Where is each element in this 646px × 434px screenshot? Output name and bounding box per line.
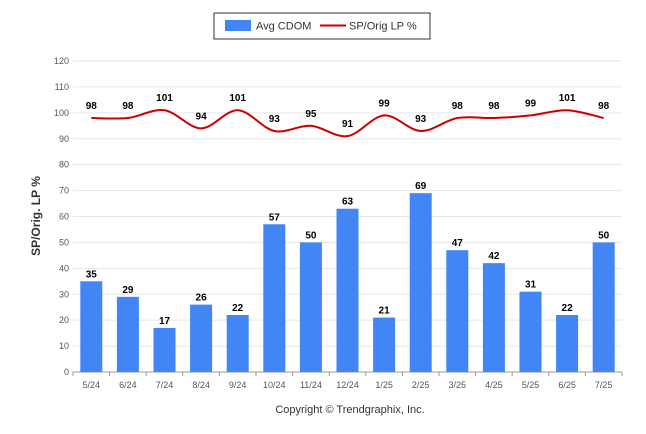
line-value-label: 98 <box>86 101 98 112</box>
line-value-label: 98 <box>122 101 134 112</box>
line-value-label: 101 <box>156 93 173 104</box>
bar <box>226 314 249 372</box>
bar <box>519 291 542 372</box>
line-value-label: 91 <box>342 119 354 130</box>
line-series <box>91 109 604 138</box>
line-value-label: 98 <box>488 101 500 112</box>
line-value-label: 101 <box>559 93 576 104</box>
bar-value-label: 26 <box>196 293 208 304</box>
line-value-label: 94 <box>196 111 208 122</box>
x-tick-label: 12/24 <box>336 380 359 390</box>
bar-value-label: 17 <box>159 316 171 327</box>
bar <box>190 304 213 372</box>
bar <box>153 327 176 372</box>
bar-value-label: 69 <box>415 181 427 192</box>
bar-value-label: 22 <box>562 303 574 314</box>
bar-value-label: 63 <box>342 197 354 208</box>
x-tick-label: 2/25 <box>412 380 430 390</box>
copyright-text: Copyright © Trendgraphix, Inc. <box>275 404 424 416</box>
legend: Avg CDOM SP/Orig LP % <box>213 12 431 40</box>
bar-value-label: 22 <box>232 303 244 314</box>
bar <box>592 242 615 372</box>
bar-series <box>80 193 615 372</box>
bar <box>336 208 359 372</box>
bar <box>556 314 579 372</box>
line-value-label: 98 <box>452 101 464 112</box>
y-tick-label: 80 <box>59 160 69 170</box>
y-tick-label: 100 <box>54 108 69 118</box>
x-tick-label: 10/24 <box>263 380 286 390</box>
bar <box>116 296 139 372</box>
legend-label-bar: Avg CDOM <box>256 21 311 33</box>
line-value-label: 98 <box>598 101 610 112</box>
line-value-label: 99 <box>379 98 391 109</box>
bar <box>409 193 432 372</box>
line-value-label: 93 <box>415 114 427 125</box>
x-tick-label: 7/25 <box>595 380 613 390</box>
legend-swatch-bar <box>225 20 251 31</box>
bar-value-label: 31 <box>525 280 537 291</box>
y-tick-label: 50 <box>59 237 69 247</box>
x-tick-label: 9/24 <box>229 380 247 390</box>
y-tick-label: 20 <box>59 315 69 325</box>
x-tick-label: 6/24 <box>119 380 137 390</box>
bar-value-label: 50 <box>305 230 317 241</box>
x-tick-label: 5/25 <box>522 380 540 390</box>
legend-label-line: SP/Orig LP % <box>349 21 417 33</box>
x-tick-label: 3/25 <box>449 380 467 390</box>
bar-value-label: 21 <box>379 306 391 317</box>
y-tick-label: 120 <box>54 56 69 66</box>
y-tick-label: 110 <box>55 82 69 92</box>
line-value-label: 99 <box>525 98 537 109</box>
bar <box>80 281 103 372</box>
bar <box>482 263 505 372</box>
y-axis-label: SP/Orig. LP % <box>29 176 43 256</box>
x-tick-label: 4/25 <box>485 380 503 390</box>
y-tick-label: 90 <box>59 134 69 144</box>
x-tick-label: 11/24 <box>300 380 322 390</box>
bar-value-label: 42 <box>488 251 500 262</box>
bar-value-label: 35 <box>86 269 98 280</box>
line-value-label: 95 <box>305 109 317 120</box>
x-tick-label: 5/24 <box>83 380 101 390</box>
bar-value-label: 50 <box>598 230 610 241</box>
bar <box>446 250 469 372</box>
y-tick-label: 10 <box>59 341 69 351</box>
y-tick-label: 30 <box>59 289 69 299</box>
y-axis-ticks: 0 10 20 30 40 50 60 70 80 90 100 110 120 <box>54 56 69 377</box>
bar-value-label: 57 <box>269 212 281 223</box>
bar <box>263 224 286 372</box>
line-value-label: 93 <box>269 114 281 125</box>
data-labels: 35 98 29 98 17 101 26 94 22 101 57 93 50 95 63 91 21 99 69… <box>86 93 610 327</box>
y-tick-label: 0 <box>64 367 69 377</box>
x-tick-label: 6/25 <box>558 380 576 390</box>
x-tick-label: 8/24 <box>192 380 210 390</box>
bar <box>299 242 322 372</box>
y-tick-label: 70 <box>59 186 69 196</box>
bar-value-label: 29 <box>122 285 134 296</box>
y-tick-label: 40 <box>59 263 69 273</box>
bar <box>373 317 396 372</box>
x-tick-label: 7/24 <box>156 380 174 390</box>
x-tick-label: 1/25 <box>375 380 393 390</box>
bar-value-label: 47 <box>452 238 464 249</box>
x-axis-ticks: 5/24 6/24 7/24 8/24 9/24 10/24 11/24 12/24 1/25 2… <box>72 372 623 390</box>
y-tick-label: 60 <box>59 212 69 222</box>
line-value-label: 101 <box>229 93 246 104</box>
